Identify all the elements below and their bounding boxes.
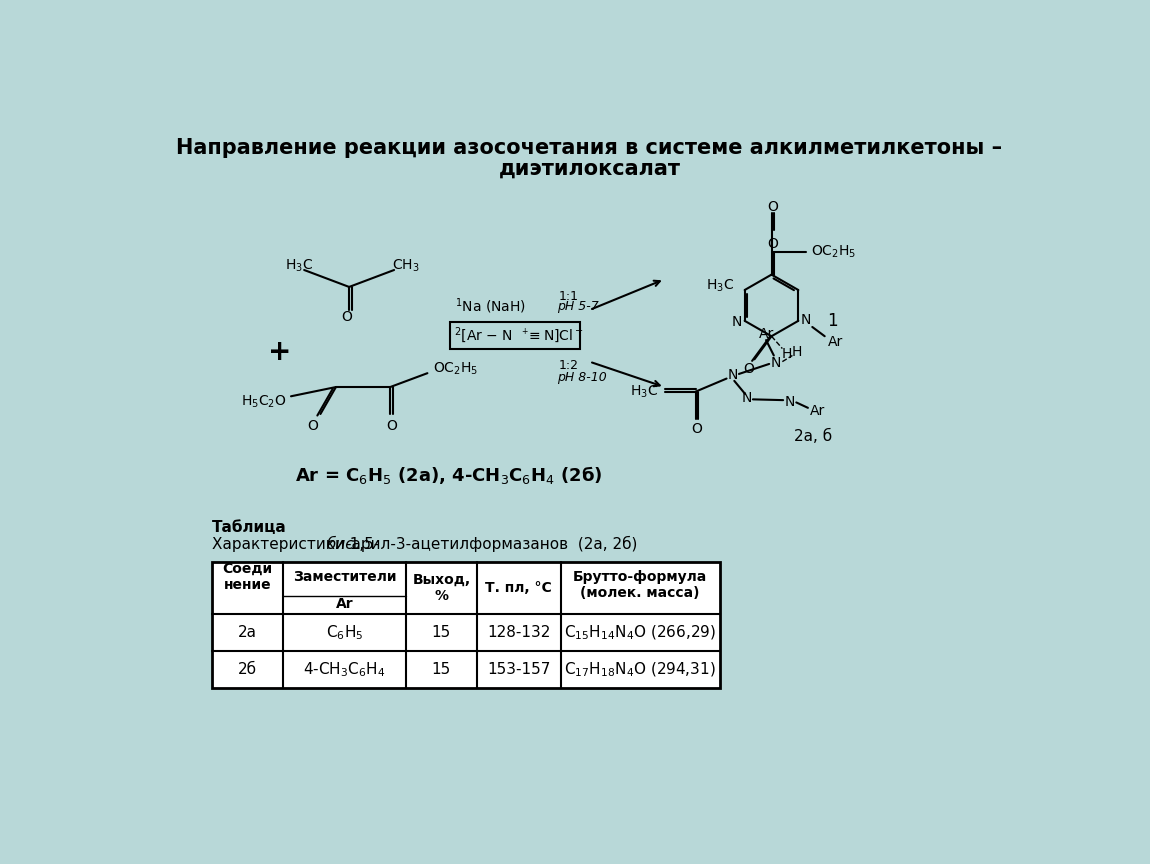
- Text: O: O: [691, 422, 703, 435]
- Text: 1: 1: [827, 312, 837, 330]
- Text: 15: 15: [431, 626, 451, 640]
- Text: Ar: Ar: [759, 327, 774, 341]
- Text: 15: 15: [431, 662, 451, 677]
- Text: CH$_3$: CH$_3$: [392, 257, 420, 274]
- Text: OC$_2$H$_5$: OC$_2$H$_5$: [811, 244, 856, 260]
- Text: N: N: [742, 391, 752, 405]
- Text: O: O: [767, 237, 777, 251]
- Text: Выход,
%: Выход, %: [413, 573, 470, 603]
- Text: N: N: [800, 313, 811, 327]
- Text: Таблица: Таблица: [212, 519, 286, 535]
- Text: Заместители: Заместители: [293, 570, 397, 584]
- Text: N: N: [784, 395, 795, 409]
- Text: O: O: [342, 310, 352, 324]
- Text: H: H: [782, 347, 792, 361]
- Text: C$_{15}$H$_{14}$N$_4$O (266,29): C$_{15}$H$_{14}$N$_4$O (266,29): [565, 624, 716, 642]
- Text: H$_3$C: H$_3$C: [706, 277, 734, 294]
- Text: Ar: Ar: [336, 597, 353, 611]
- Text: Ar: Ar: [810, 403, 825, 418]
- Text: -арил-3-ацетилформазанов  (2а, 2б): -арил-3-ацетилформазанов (2а, 2б): [346, 536, 637, 552]
- Text: 1:2: 1:2: [559, 359, 578, 372]
- Text: $^+$: $^+$: [520, 327, 529, 337]
- Text: 2a, б: 2a, б: [793, 429, 831, 444]
- Text: 1:1: 1:1: [559, 289, 578, 302]
- Text: $^2$[Ar $-$ N: $^2$[Ar $-$ N: [454, 326, 513, 346]
- Text: N: N: [770, 356, 781, 370]
- Text: O: O: [386, 418, 397, 433]
- Text: O: O: [307, 418, 319, 433]
- Text: Ar: Ar: [828, 334, 843, 348]
- Text: C$_{17}$H$_{18}$N$_4$O (294,31): C$_{17}$H$_{18}$N$_4$O (294,31): [565, 660, 716, 679]
- Text: 128-132: 128-132: [488, 626, 551, 640]
- Text: $\equiv$N]Cl$^-$: $\equiv$N]Cl$^-$: [526, 327, 583, 344]
- Text: Т. пл, °C: Т. пл, °C: [485, 581, 552, 595]
- Text: $^1$Na (NaH): $^1$Na (NaH): [455, 296, 527, 316]
- Text: Характеристики 1,5-: Характеристики 1,5-: [212, 537, 380, 551]
- Text: H$_3$C: H$_3$C: [285, 257, 313, 274]
- Text: 4-CH$_3$C$_6$H$_4$: 4-CH$_3$C$_6$H$_4$: [304, 660, 385, 679]
- Text: pH 8-10: pH 8-10: [557, 371, 606, 384]
- Text: OC$_2$H$_5$: OC$_2$H$_5$: [434, 360, 478, 377]
- Text: pH 5-7: pH 5-7: [557, 301, 599, 314]
- Text: бис: бис: [327, 537, 354, 551]
- Bar: [212, 562, 720, 688]
- Text: O: O: [743, 361, 753, 376]
- Bar: [450, 321, 580, 349]
- Text: H: H: [792, 346, 803, 359]
- Text: N: N: [731, 314, 742, 328]
- Text: 2б: 2б: [238, 662, 258, 677]
- Text: H$_3$C: H$_3$C: [630, 384, 658, 400]
- Text: O: O: [767, 200, 777, 214]
- Text: C$_6$H$_5$: C$_6$H$_5$: [325, 623, 363, 642]
- Text: Брутто-формула
(молек. масса): Брутто-формула (молек. масса): [573, 570, 707, 600]
- Text: Ar = C$_6$H$_5$ (2a), 4-CH$_3$C$_6$H$_4$ (2б): Ar = C$_6$H$_5$ (2a), 4-CH$_3$C$_6$H$_4$…: [294, 464, 603, 486]
- Text: H$_5$C$_2$O: H$_5$C$_2$O: [242, 393, 286, 410]
- Text: 2a: 2a: [238, 626, 258, 640]
- Text: +: +: [268, 338, 291, 365]
- Text: N: N: [728, 368, 738, 382]
- Text: 153-157: 153-157: [488, 662, 551, 677]
- Text: Соеди
нение: Соеди нение: [223, 562, 273, 593]
- Text: диэтилоксалат: диэтилоксалат: [498, 159, 681, 179]
- Text: Направление реакции азосочетания в системе алкилметилкетоны –: Направление реакции азосочетания в систе…: [176, 138, 1003, 158]
